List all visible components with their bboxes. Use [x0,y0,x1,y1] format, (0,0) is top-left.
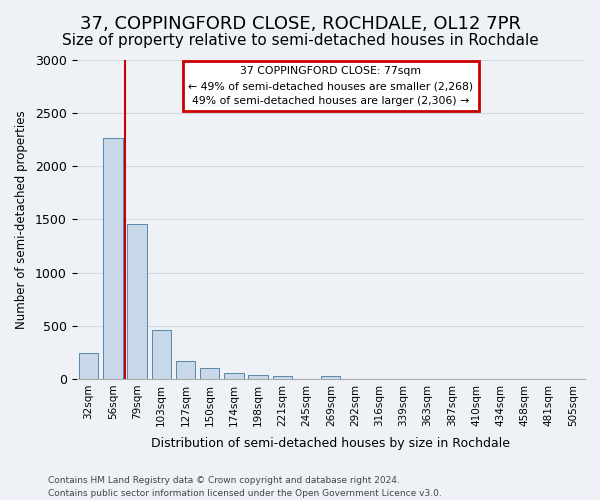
Text: Contains HM Land Registry data © Crown copyright and database right 2024.: Contains HM Land Registry data © Crown c… [48,476,400,485]
Bar [152,330,171,379]
Bar [272,376,292,379]
Bar [103,138,122,379]
Text: Size of property relative to semi-detached houses in Rochdale: Size of property relative to semi-detach… [62,32,538,48]
Bar [79,354,98,379]
Bar [127,224,147,379]
Y-axis label: Number of semi-detached properties: Number of semi-detached properties [15,110,28,329]
Bar [248,374,268,379]
Bar [224,373,244,379]
X-axis label: Distribution of semi-detached houses by size in Rochdale: Distribution of semi-detached houses by … [151,437,510,450]
Bar [321,376,340,379]
Text: 37, COPPINGFORD CLOSE, ROCHDALE, OL12 7PR: 37, COPPINGFORD CLOSE, ROCHDALE, OL12 7P… [79,15,521,33]
Bar [200,368,220,379]
Text: 37 COPPINGFORD CLOSE: 77sqm
← 49% of semi-detached houses are smaller (2,268)
49: 37 COPPINGFORD CLOSE: 77sqm ← 49% of sem… [188,66,473,106]
Text: Contains public sector information licensed under the Open Government Licence v3: Contains public sector information licen… [48,488,442,498]
Bar [176,362,195,379]
